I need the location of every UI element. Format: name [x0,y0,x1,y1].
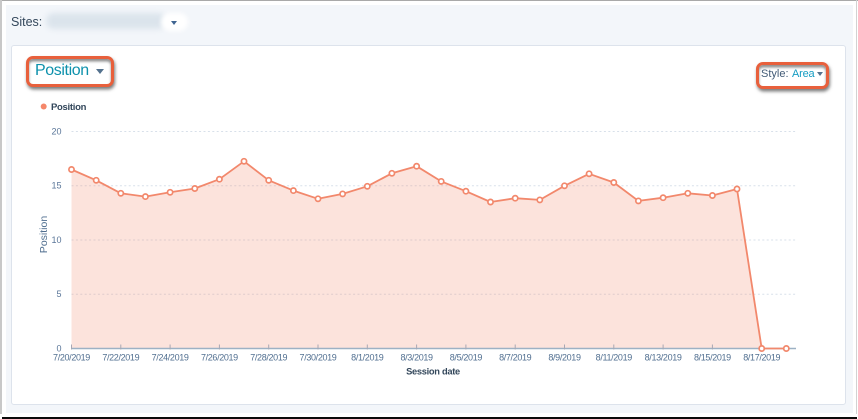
svg-text:8/9/2019: 8/9/2019 [548,353,581,363]
svg-text:7/26/2019: 7/26/2019 [201,353,238,363]
svg-text:8/7/2019: 8/7/2019 [499,353,532,363]
svg-text:7/24/2019: 7/24/2019 [152,353,189,363]
svg-text:Position: Position [38,216,50,254]
svg-text:8/13/2019: 8/13/2019 [645,353,682,363]
svg-text:5: 5 [56,289,61,299]
svg-text:8/11/2019: 8/11/2019 [596,353,633,363]
svg-text:10: 10 [51,235,61,245]
svg-text:7/28/2019: 7/28/2019 [250,353,287,363]
svg-text:20: 20 [51,126,61,136]
svg-text:7/22/2019: 7/22/2019 [102,353,139,363]
svg-text:7/20/2019: 7/20/2019 [53,353,90,363]
svg-text:8/17/2019: 8/17/2019 [743,353,780,363]
svg-text:8/5/2019: 8/5/2019 [450,353,483,363]
svg-text:Session date: Session date [406,367,460,377]
svg-text:0: 0 [56,343,61,353]
svg-text:Position: Position [51,102,87,113]
svg-text:15: 15 [51,181,61,191]
svg-text:8/15/2019: 8/15/2019 [694,353,731,363]
svg-text:8/1/2019: 8/1/2019 [351,353,384,363]
svg-text:8/3/2019: 8/3/2019 [400,353,433,363]
svg-text:7/30/2019: 7/30/2019 [300,353,337,363]
